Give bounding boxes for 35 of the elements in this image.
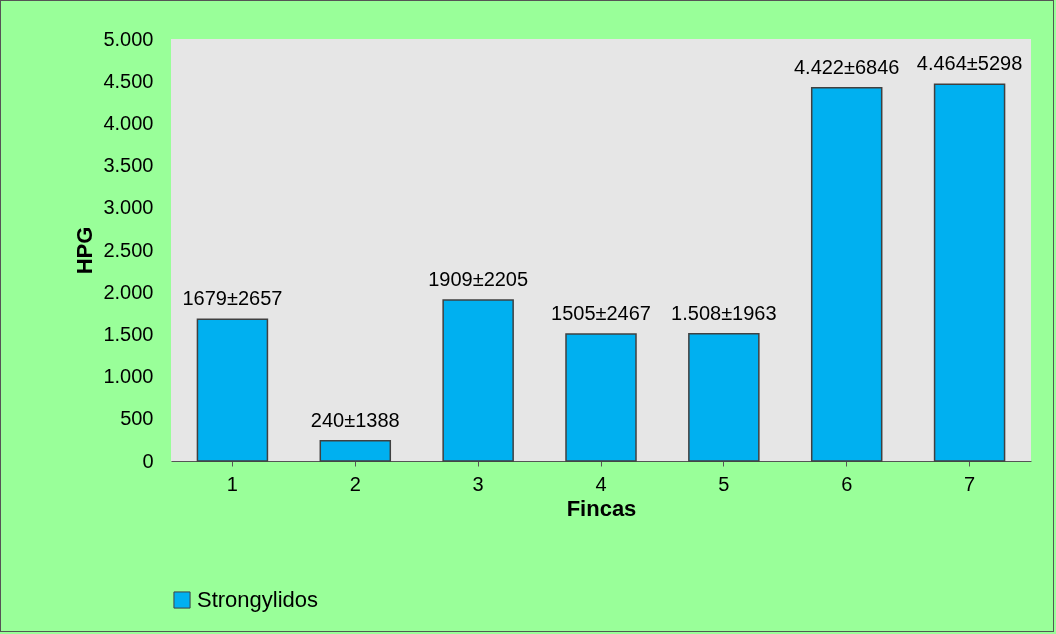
- x-tick-label: 7: [964, 472, 976, 495]
- data-label: 4.422±6846: [793, 55, 900, 78]
- x-tick-label: 4: [595, 472, 607, 495]
- y-tick-label: 1.500: [103, 322, 154, 345]
- y-tick-label: 2.000: [103, 280, 154, 303]
- bar: [810, 87, 883, 462]
- x-tick-label: 5: [718, 472, 730, 495]
- x-tick-label: 6: [841, 472, 853, 495]
- bar: [565, 333, 637, 462]
- data-label: 1.508±1963: [671, 301, 777, 324]
- data-label: 1909±2205: [428, 267, 529, 290]
- bar: [688, 332, 760, 462]
- y-tick-label: 3.500: [103, 154, 154, 177]
- y-tick-label: 4.500: [103, 69, 154, 92]
- y-tick-label: 500: [120, 407, 154, 430]
- y-tick-label: 3.000: [103, 196, 154, 219]
- x-tick-label: 3: [472, 472, 484, 495]
- data-label: 1679±2657: [182, 287, 283, 310]
- bar: [933, 83, 1006, 462]
- y-tick-label: 5.000: [103, 27, 154, 50]
- bar: [196, 318, 269, 462]
- x-tick-label: 1: [226, 472, 238, 495]
- y-tick-label: 4.000: [103, 111, 154, 134]
- data-label: 1505±2467: [551, 301, 651, 324]
- y-tick-label: 0: [142, 449, 154, 472]
- bar: [319, 439, 392, 462]
- y-axis-title: HPG: [72, 226, 98, 275]
- bar: [442, 299, 514, 462]
- data-label: 4.464±5298: [916, 52, 1023, 75]
- x-tick-label: 2: [349, 472, 361, 495]
- y-tick-label: 1.000: [103, 365, 154, 388]
- data-label: 240±1388: [310, 408, 400, 431]
- x-axis-title: Fincas: [566, 495, 637, 521]
- legend-label: Strongylidos: [197, 587, 319, 612]
- y-tick-label: 2.500: [103, 238, 154, 261]
